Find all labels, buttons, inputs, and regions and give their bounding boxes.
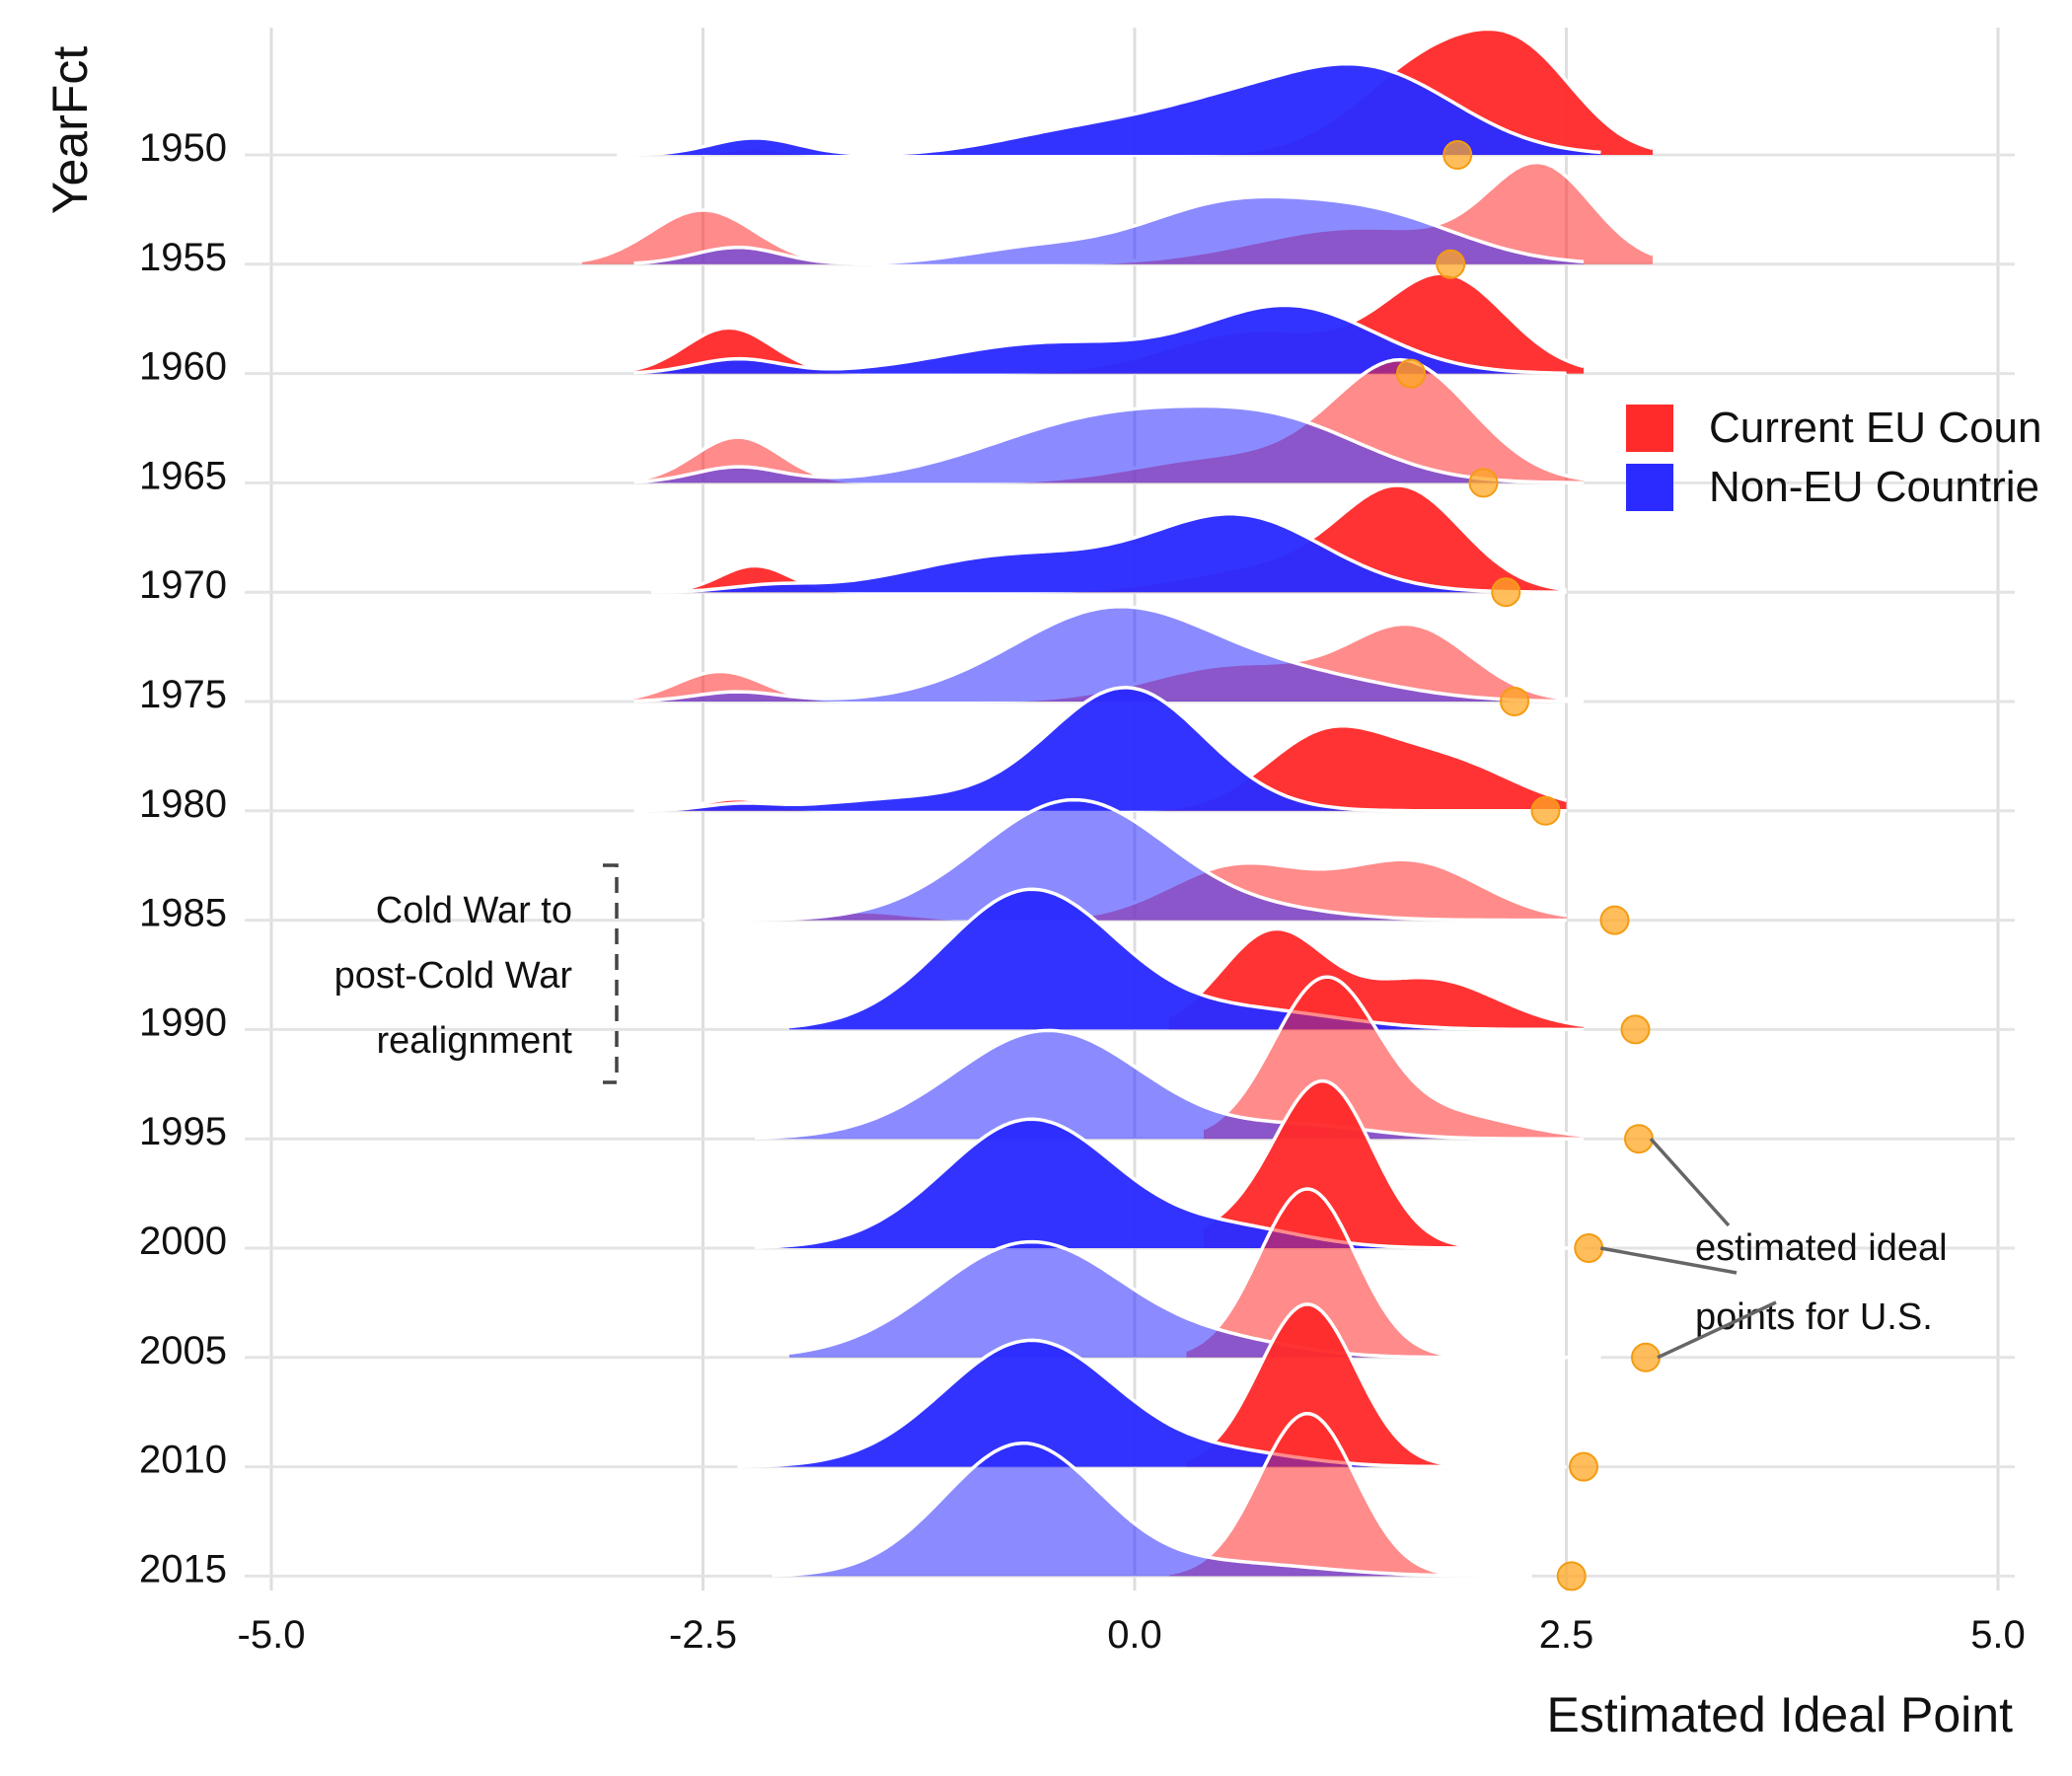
ridge-outline-non-eu-2010 [737,1338,1567,1469]
ridge-non-eu-1980 [633,687,1567,811]
legend: Current EU Coun Non-EU Countrie [1626,404,2041,511]
x-tick-label: -2.5 [669,1613,737,1657]
legend-swatch-0 [1626,405,1673,452]
us-leader-line-2005 [1657,1300,1777,1360]
us-label-line-1: points for U.S. [1695,1296,1933,1338]
ridge-non-eu-2010 [737,1340,1567,1467]
ridge-outline-non-eu-1980 [633,686,1567,813]
ridge-outline-non-eu-2000 [754,1117,1584,1250]
bracket-label-line-1: post-Cold War [334,955,573,997]
us-point-1950 [1443,140,1473,170]
x-tick-label: 5.0 [1970,1613,2026,1657]
ridge-non-eu-1965 [633,406,1584,483]
ridge-outline-eu-1995 [1203,975,1585,1138]
ridge-non-eu-1995 [755,1030,1584,1140]
ridge-outline-non-eu-1990 [788,887,1584,1032]
y-tick-label-1965: 1965 [139,454,227,497]
ridge-non-eu-1950 [617,63,1601,155]
y-tick-label-2000: 2000 [139,1220,227,1263]
us-point-1985 [1599,905,1630,935]
ridge-outline-eu-2000 [1203,1078,1498,1250]
ridge-eu-1985 [720,859,1567,921]
ridge-non-eu-2005 [789,1241,1601,1358]
ridge-outline-non-eu-1965 [633,404,1584,484]
x-axis-title: Estimated Ideal Point [1547,1687,2014,1742]
y-tick-label-1960: 1960 [139,345,227,389]
y-tick-label-1975: 1975 [139,673,227,716]
ridge-eu-2000 [1204,1080,1498,1248]
axes: -5.0 -2.5 0.0 2.5 5.0 1950 1955 1960 1965 1970 197… [42,46,2026,1742]
ridge-outline-eu-1990 [1168,926,1585,1028]
y-tick-label-2015: 2015 [139,1547,227,1591]
us-point-2010 [1569,1451,1598,1482]
ridge-outline-non-eu-2005 [788,1239,1601,1360]
us-point-2000 [1574,1233,1604,1263]
y-tick-label-1990: 1990 [139,1000,227,1044]
ridge-non-eu-1955 [633,196,1584,264]
ridge-non-eu-2000 [755,1119,1584,1248]
us-point-2005 [1631,1342,1661,1372]
ridge-non-eu-1970 [651,513,1567,593]
ridge-outline-eu-2005 [1185,1187,1480,1360]
x-tick-label: 2.5 [1539,1613,1594,1657]
y-tick-label-1985: 1985 [139,892,227,935]
ridge-eu-2015 [1169,1413,1463,1577]
us-point-1965 [1468,468,1499,498]
y-tick-label-1995: 1995 [139,1110,227,1153]
ridge-eu-1980 [633,725,1567,811]
us-leader-line-1995 [1649,1138,1731,1227]
us-points [1396,140,1661,1591]
us-label-line-0: estimated ideal [1695,1227,1948,1269]
ridge-outline-non-eu-1970 [650,512,1567,594]
ridge-outline-eu-2010 [1185,1302,1463,1468]
us-point-1995 [1624,1124,1654,1154]
us-point-1990 [1620,1014,1651,1045]
x-tick-label: 0.0 [1107,1613,1162,1657]
us-point-1955 [1436,249,1466,279]
us-leader-line-2000 [1599,1246,1738,1275]
legend-swatch-1 [1626,464,1673,511]
y-tick-label-2005: 2005 [139,1329,227,1372]
ridge-eu-2005 [1186,1189,1480,1358]
ridge-outline-non-eu-1955 [633,194,1585,265]
annotations: Cold War to post-Cold War realignment estim… [334,863,1948,1360]
us-point-1975 [1500,687,1529,716]
y-tick-label-1980: 1980 [139,782,227,826]
us-point-2015 [1556,1561,1587,1591]
y-tick-label-2010: 2010 [139,1439,227,1482]
y-axis-title: YearFct [42,46,98,215]
realignment-bracket [603,863,619,1084]
legend-label-0: Current EU Coun [1709,404,2041,452]
ridge-outline-non-eu-1975 [633,605,1585,703]
y-tick-label-1970: 1970 [139,563,227,607]
us-point-1980 [1530,795,1561,826]
ridge-outline-non-eu-1960 [633,303,1567,375]
x-tick-label: -5.0 [238,1613,306,1657]
ridge-outline-non-eu-2015 [772,1441,1532,1579]
legend-label-1: Non-EU Countrie [1709,463,2039,511]
ridge-outline-non-eu-1985 [703,797,1567,923]
us-point-1960 [1396,358,1426,389]
ridge-non-eu-1975 [633,606,1584,702]
ridge-outline-non-eu-1950 [616,61,1601,157]
us-point-1970 [1491,577,1521,608]
y-tick-label-1950: 1950 [139,126,227,170]
ridge-outline-non-eu-1995 [754,1028,1584,1141]
bracket-label-line-0: Cold War to [376,890,572,931]
ridge-outline-eu-2015 [1168,1411,1463,1578]
y-tick-label-1955: 1955 [139,236,227,279]
ridge-non-eu-1990 [789,889,1584,1030]
ridge-non-eu-1960 [633,305,1567,374]
ridges [581,27,1654,1579]
bracket-label-line-2: realignment [376,1020,572,1062]
ridge-eu-2010 [1186,1303,1463,1467]
ridge-non-eu-2015 [772,1443,1532,1577]
